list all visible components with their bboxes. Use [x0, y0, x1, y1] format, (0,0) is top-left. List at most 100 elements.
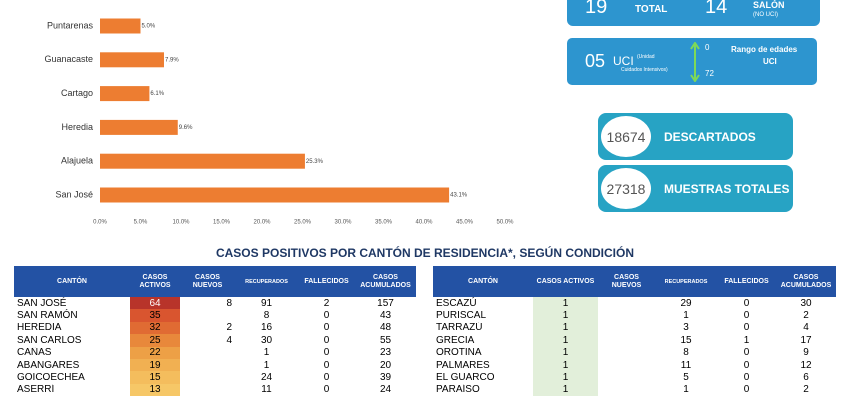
x-tick-label: 35.0%: [375, 220, 393, 226]
uci-note: (Unidad: [637, 54, 655, 60]
x-tick-label: 50.0%: [496, 220, 514, 226]
table-cell: 4: [803, 322, 809, 334]
table-cell: 1: [263, 347, 270, 359]
y-tick-label: Heredia: [61, 122, 93, 132]
table-cell: 0: [743, 372, 750, 384]
age-min: 0: [705, 43, 710, 52]
table-cell: [180, 309, 235, 321]
bar: [100, 187, 450, 203]
table-cell: [598, 347, 655, 359]
table-cell: 0: [743, 310, 750, 322]
table-cell: 32: [130, 321, 180, 335]
table-cell: [598, 322, 655, 334]
table: CANTÓN CASOS ACTIVOS CASOS NUEVOS RECUPERAD…: [14, 266, 416, 397]
table-cell: 30: [260, 334, 273, 346]
table-cell: 17: [800, 334, 812, 346]
table-cell: 3: [683, 322, 689, 334]
section-title: CASOS POSITIVOS POR CANTÓN DE RESIDENCIA…: [215, 246, 635, 260]
table-cell: SAN JOSÉ: [17, 297, 67, 309]
table-row: GRECIA 1 15 1 17: [433, 334, 836, 347]
table-row: ASERRÍ 13 11 0 24: [14, 383, 416, 397]
table-cell: 2: [323, 297, 330, 309]
table-cell: 43: [379, 310, 392, 322]
table-cell: 64: [130, 297, 180, 310]
table-row: SAN CARLOS 25 4 30 0 55: [14, 334, 416, 347]
table-cell: [598, 384, 655, 396]
column-header: CASOS NUEVOS: [598, 266, 655, 297]
y-tick-label: Alajuela: [61, 156, 93, 166]
bar: [100, 153, 305, 169]
table-cell: SAN RAMÓN: [17, 310, 78, 322]
total-label: TOTAL: [635, 4, 668, 15]
table-cell: 2: [803, 384, 809, 396]
table-cell: ABANGARES: [17, 359, 80, 371]
table-row: ABANGARES 19 1 0 20: [14, 358, 416, 372]
uci-panel: 05 UCI (Unidad Cuidados Intensivos) 0 72…: [567, 38, 817, 85]
table-cell: 11: [680, 359, 692, 371]
y-tick-label: Cartago: [61, 88, 93, 98]
table-cell: [180, 347, 235, 359]
y-tick-label: San José: [55, 189, 93, 199]
salon-label: SALÓN: [753, 0, 785, 10]
table-cell: 1: [533, 371, 598, 384]
column-header: CASOS ACTIVOS: [130, 266, 180, 297]
table-cell: 1: [533, 383, 598, 397]
table-row: PARAÍSO 1 1 0 2: [433, 383, 836, 397]
table-cell: 0: [323, 359, 330, 371]
salon-value: 14: [705, 0, 728, 18]
table-cell: 0: [743, 347, 750, 359]
table-cell: 39: [379, 372, 392, 384]
muestras-label: MUESTRAS TOTALES: [664, 181, 790, 196]
table-cell: OROTINA: [436, 347, 482, 359]
table-cell: [598, 297, 655, 309]
table-cell: [180, 371, 235, 383]
table-cell: [598, 371, 655, 383]
table-cell: GOICOECHEA: [17, 372, 85, 384]
bar: [100, 18, 141, 34]
table-cell: 15: [680, 334, 692, 346]
table-cell: 25: [130, 334, 180, 347]
table-cell: 35: [130, 309, 180, 322]
table-cell: 22: [130, 346, 180, 359]
value-label: 25.3%: [306, 159, 324, 165]
table-cell: 5: [683, 372, 689, 384]
table-cell: 16: [260, 322, 273, 334]
table-cell: TARRAZÚ: [436, 322, 483, 334]
table-row: CAÑAS 22 1 0 23: [14, 346, 416, 359]
table-cell: 8: [683, 347, 689, 359]
table-cell: 4: [226, 334, 232, 346]
table-cell: 0: [323, 384, 330, 396]
table-cell: GRECIA: [436, 334, 475, 346]
table-row: HEREDIA 32 2 16 0 48: [14, 321, 416, 335]
column-header: CANTÓN: [14, 266, 130, 297]
x-tick-label: 25.0%: [294, 220, 312, 226]
value-label: 43.1%: [450, 193, 468, 199]
table-cell: 1: [683, 384, 689, 396]
table-cell: 15: [130, 371, 180, 384]
bar: [100, 52, 164, 68]
muestras-panel: 27318 MUESTRAS TOTALES: [598, 165, 793, 212]
table-cell: 157: [377, 297, 394, 309]
table-cell: 1: [533, 358, 598, 372]
table-cell: 1: [533, 297, 598, 310]
table-cell: 2: [803, 310, 809, 322]
table-row: PURISCAL 1 1 0 2: [433, 309, 836, 322]
salon-note: (NO UCI): [753, 12, 778, 18]
table-cell: 1: [743, 334, 750, 346]
table-cell: 0: [743, 359, 750, 371]
uci-value: 05: [585, 51, 606, 71]
column-header: RECUPERADOS: [655, 266, 717, 297]
table-cell: 1: [683, 310, 689, 322]
table-cell: [598, 359, 655, 371]
descartados-panel: 18674 DESCARTADOS: [598, 113, 793, 160]
table-row: SAN RAMÓN 35 8 0 43: [14, 309, 416, 322]
column-header: FALLECIDOS: [298, 266, 355, 297]
table-cell: 6: [803, 372, 809, 384]
x-tick-label: 10.0%: [172, 220, 190, 226]
table-cell: ESCAZÚ: [436, 297, 477, 309]
value-label: 6.1%: [150, 91, 164, 97]
table-cell: 20: [379, 359, 392, 371]
age-label: UCI: [763, 57, 777, 66]
column-header: FALLECIDOS: [717, 266, 776, 297]
table-cell: [598, 309, 655, 321]
